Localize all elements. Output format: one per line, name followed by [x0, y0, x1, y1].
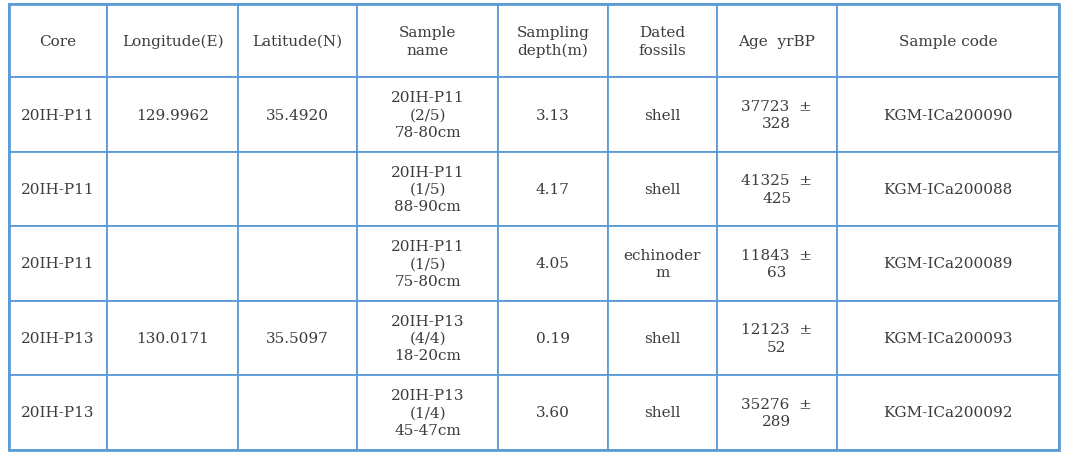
Text: 3.60: 3.60 — [536, 405, 570, 420]
Bar — [358, 152, 499, 227]
Bar — [499, 5, 608, 78]
Text: KGM-ICa200088: KGM-ICa200088 — [883, 183, 1012, 197]
Bar — [358, 5, 499, 78]
Text: shell: shell — [644, 108, 680, 122]
Bar — [608, 5, 717, 78]
Bar — [238, 78, 358, 152]
Text: 4.17: 4.17 — [536, 183, 570, 197]
Bar — [717, 5, 836, 78]
Bar — [499, 301, 608, 375]
Bar — [358, 375, 499, 450]
Bar — [836, 301, 1059, 375]
Bar — [107, 301, 238, 375]
Text: 20IH-P13: 20IH-P13 — [21, 331, 95, 345]
Text: 20IH-P11: 20IH-P11 — [21, 183, 95, 197]
Text: KGM-ICa200093: KGM-ICa200093 — [883, 331, 1012, 345]
Text: 35.5097: 35.5097 — [266, 331, 329, 345]
Text: 20IH-P13
(1/4)
45-47cm: 20IH-P13 (1/4) 45-47cm — [391, 388, 465, 437]
Bar — [836, 152, 1059, 227]
Text: 129.9962: 129.9962 — [136, 108, 209, 122]
Bar — [717, 152, 836, 227]
Text: echinoder
m: echinoder m — [624, 248, 701, 279]
Bar — [717, 375, 836, 450]
Text: 35276  ±
289: 35276 ± 289 — [741, 397, 812, 428]
Bar — [358, 78, 499, 152]
Text: 20IH-P11
(1/5)
88-90cm: 20IH-P11 (1/5) 88-90cm — [391, 166, 465, 214]
Bar — [499, 375, 608, 450]
Bar — [9, 78, 107, 152]
Bar — [608, 227, 717, 301]
Text: 20IH-P11
(1/5)
75-80cm: 20IH-P11 (1/5) 75-80cm — [391, 240, 465, 288]
Text: 20IH-P13
(4/4)
18-20cm: 20IH-P13 (4/4) 18-20cm — [391, 314, 465, 363]
Text: 12123  ±
52: 12123 ± 52 — [741, 323, 813, 354]
Bar — [836, 78, 1059, 152]
Bar — [107, 152, 238, 227]
Text: Latitude(N): Latitude(N) — [252, 35, 343, 49]
Text: shell: shell — [644, 331, 680, 345]
Bar — [358, 301, 499, 375]
Bar — [717, 227, 836, 301]
Text: 35.4920: 35.4920 — [266, 108, 329, 122]
Bar — [499, 78, 608, 152]
Bar — [608, 78, 717, 152]
Text: KGM-ICa200090: KGM-ICa200090 — [883, 108, 1012, 122]
Bar — [238, 301, 358, 375]
Text: 11843  ±
63: 11843 ± 63 — [741, 248, 813, 279]
Text: 0.19: 0.19 — [536, 331, 570, 345]
Text: shell: shell — [644, 405, 680, 420]
Text: Core: Core — [40, 35, 77, 49]
Bar — [238, 152, 358, 227]
Bar — [107, 5, 238, 78]
Bar — [717, 78, 836, 152]
Bar — [836, 227, 1059, 301]
Bar — [9, 375, 107, 450]
Bar — [608, 301, 717, 375]
Text: Sampling
depth(m): Sampling depth(m) — [517, 26, 590, 58]
Bar — [836, 5, 1059, 78]
Text: 41325  ±
425: 41325 ± 425 — [741, 174, 813, 205]
Bar — [238, 5, 358, 78]
Text: KGM-ICa200089: KGM-ICa200089 — [883, 257, 1012, 271]
Text: shell: shell — [644, 183, 680, 197]
Bar — [717, 301, 836, 375]
Bar — [608, 375, 717, 450]
Text: 37723  ±
328: 37723 ± 328 — [741, 100, 812, 131]
Bar — [9, 227, 107, 301]
Bar — [499, 227, 608, 301]
Text: Sample
name: Sample name — [399, 26, 456, 57]
Text: KGM-ICa200092: KGM-ICa200092 — [883, 405, 1012, 420]
Bar — [238, 227, 358, 301]
Text: Sample code: Sample code — [899, 35, 998, 49]
Text: Dated
fossils: Dated fossils — [639, 26, 686, 57]
Text: 130.0171: 130.0171 — [136, 331, 209, 345]
Bar — [9, 5, 107, 78]
Bar — [358, 227, 499, 301]
Text: 3.13: 3.13 — [536, 108, 570, 122]
Bar — [836, 375, 1059, 450]
Bar — [107, 375, 238, 450]
Text: Age  yrBP: Age yrBP — [738, 35, 815, 49]
Text: 20IH-P11
(2/5)
78-80cm: 20IH-P11 (2/5) 78-80cm — [391, 91, 465, 140]
Bar — [238, 375, 358, 450]
Bar — [9, 152, 107, 227]
Text: 20IH-P11: 20IH-P11 — [21, 257, 95, 271]
Text: 20IH-P11: 20IH-P11 — [21, 108, 95, 122]
Bar — [107, 78, 238, 152]
Text: Longitude(E): Longitude(E) — [122, 35, 223, 49]
Text: 4.05: 4.05 — [536, 257, 570, 271]
Bar — [9, 301, 107, 375]
Bar — [499, 152, 608, 227]
Text: 20IH-P13: 20IH-P13 — [21, 405, 95, 420]
Bar — [107, 227, 238, 301]
Bar — [608, 152, 717, 227]
